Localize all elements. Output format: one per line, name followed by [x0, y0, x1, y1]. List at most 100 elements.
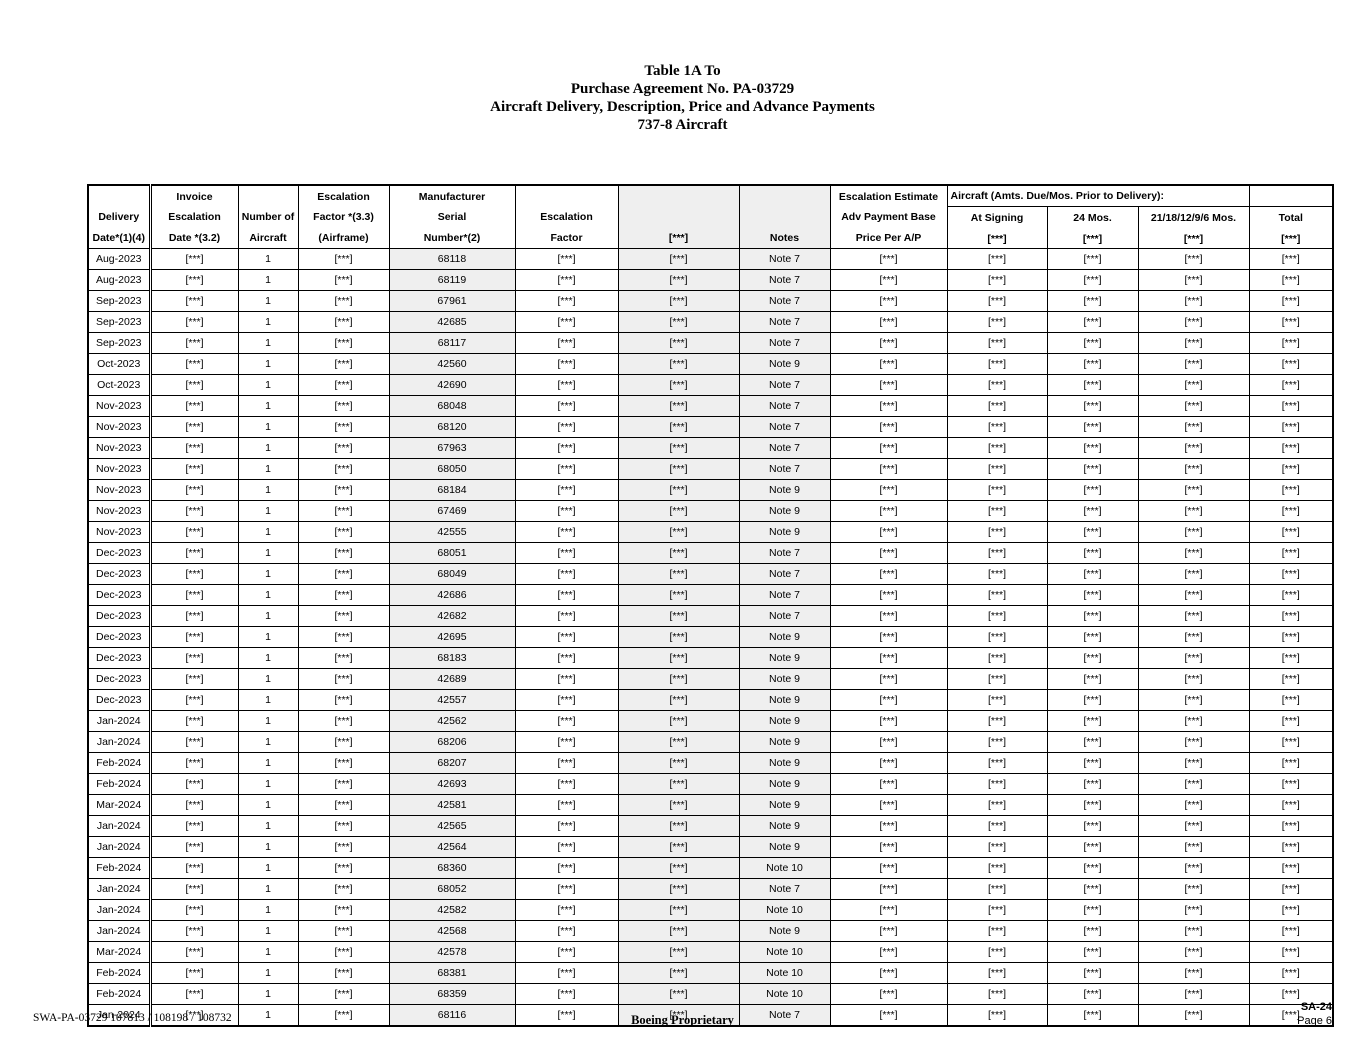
- cell-escalation-factor-airframe: [***]: [297, 710, 390, 732]
- cell-number-of-aircraft: 1: [237, 521, 299, 543]
- cell-at-signing: [***]: [946, 647, 1048, 669]
- cell-invoice-escalation-date: [***]: [149, 983, 239, 1005]
- cell-adv-payment-base-price: [***]: [829, 290, 948, 312]
- cell-escalation-factor: [***]: [514, 626, 619, 648]
- cell-21-18-12-9-6-mos: [***]: [1137, 626, 1250, 648]
- cell-manufacturer-serial-number: 68207: [388, 752, 516, 774]
- cell-total: [***]: [1248, 500, 1334, 522]
- cell-at-signing: [***]: [946, 983, 1048, 1005]
- cell-delivery-date: Oct-2023: [87, 353, 152, 375]
- cell-escalation-factor-airframe: [***]: [297, 311, 390, 333]
- cell-notes: Note 7: [738, 542, 831, 564]
- cell-24-mos: [***]: [1046, 605, 1139, 627]
- col-header-21-18-12-9-6-mos: 21/18/12/9/6 Mos. [***]: [1137, 206, 1250, 249]
- cell-delivery-date: Dec-2023: [87, 647, 152, 669]
- cell-invoice-escalation-date: [***]: [149, 563, 239, 585]
- cell-invoice-escalation-date: [***]: [149, 542, 239, 564]
- cell-escalation-factor: [***]: [514, 584, 619, 606]
- cell-24-mos: [***]: [1046, 710, 1139, 732]
- cell-escalation-factor: [***]: [514, 437, 619, 459]
- cell-delivery-date: Mar-2024: [87, 794, 152, 816]
- cell-notes: Note 10: [738, 899, 831, 921]
- cell-manufacturer-serial-number: 42693: [388, 773, 516, 795]
- table-row: Dec-2023 [***] 1 [***] 68183 [***] [***] Note 9…: [87, 647, 1334, 669]
- cell-delivery-date: Sep-2023: [87, 290, 152, 312]
- cell-adv-payment-base-price: [***]: [829, 962, 948, 984]
- cell-escalation-factor-airframe: [***]: [297, 458, 390, 480]
- cell-adv-payment-base-price: [***]: [829, 731, 948, 753]
- cell-at-signing: [***]: [946, 290, 1048, 312]
- cell-24-mos: [***]: [1046, 332, 1139, 354]
- cell-manufacturer-serial-number: 68120: [388, 416, 516, 438]
- cell-total: [***]: [1248, 521, 1334, 543]
- col-header-delivery-date: Delivery Date*(1)(4): [87, 184, 152, 249]
- cell-number-of-aircraft: 1: [237, 794, 299, 816]
- cell-at-signing: [***]: [946, 437, 1048, 459]
- cell-invoice-escalation-date: [***]: [149, 332, 239, 354]
- table-row: Feb-2024 [***] 1 [***] 68207 [***] [***] Note 9…: [87, 752, 1334, 774]
- table-row: Nov-2023 [***] 1 [***] 67469 [***] [***] Note 9…: [87, 500, 1334, 522]
- cell-adv-payment-base-price: [***]: [829, 479, 948, 501]
- cell-at-signing: [***]: [946, 920, 1048, 942]
- cell-delivery-date: Sep-2023: [87, 332, 152, 354]
- table-row: Aug-2023 [***] 1 [***] 68119 [***] [***] Note 7…: [87, 269, 1334, 291]
- cell-escalation-factor: [***]: [514, 710, 619, 732]
- cell-adv-payment-base-price: [***]: [829, 710, 948, 732]
- cell-redacted: [***]: [617, 500, 740, 522]
- cell-notes: Note 7: [738, 563, 831, 585]
- cell-escalation-factor-airframe: [***]: [297, 479, 390, 501]
- cell-24-mos: [***]: [1046, 920, 1139, 942]
- cell-escalation-factor-airframe: [***]: [297, 269, 390, 291]
- table-row: Oct-2023 [***] 1 [***] 42560 [***] [***] Note 9…: [87, 353, 1334, 375]
- cell-number-of-aircraft: 1: [237, 437, 299, 459]
- cell-21-18-12-9-6-mos: [***]: [1137, 563, 1250, 585]
- cell-notes: Note 9: [738, 647, 831, 669]
- cell-invoice-escalation-date: [***]: [149, 1004, 239, 1027]
- cell-24-mos: [***]: [1046, 815, 1139, 837]
- cell-delivery-date: Aug-2023: [87, 269, 152, 291]
- cell-total: [***]: [1248, 290, 1334, 312]
- cell-number-of-aircraft: 1: [237, 941, 299, 963]
- cell-adv-payment-base-price: [***]: [829, 395, 948, 417]
- cell-total: [***]: [1248, 479, 1334, 501]
- cell-manufacturer-serial-number: 68116: [388, 1004, 516, 1027]
- cell-invoice-escalation-date: [***]: [149, 311, 239, 333]
- cell-at-signing: [***]: [946, 941, 1048, 963]
- cell-redacted: [***]: [617, 647, 740, 669]
- cell-21-18-12-9-6-mos: [***]: [1137, 311, 1250, 333]
- cell-total: [***]: [1248, 416, 1334, 438]
- cell-at-signing: [***]: [946, 1004, 1048, 1027]
- title-line-1: Table 1A To: [644, 63, 721, 79]
- cell-number-of-aircraft: 1: [237, 710, 299, 732]
- table-row: Jan-2024 [***] 1 [***] 42562 [***] [***] Note 9…: [87, 710, 1334, 732]
- cell-24-mos: [***]: [1046, 962, 1139, 984]
- cell-at-signing: [***]: [946, 269, 1048, 291]
- cell-delivery-date: Feb-2024: [87, 962, 152, 984]
- table-row: Nov-2023 [***] 1 [***] 67963 [***] [***] Note 7…: [87, 437, 1334, 459]
- cell-adv-payment-base-price: [***]: [829, 920, 948, 942]
- cell-number-of-aircraft: 1: [237, 815, 299, 837]
- cell-invoice-escalation-date: [***]: [149, 584, 239, 606]
- cell-adv-payment-base-price: [***]: [829, 269, 948, 291]
- table-row: Nov-2023 [***] 1 [***] 68048 [***] [***] Note 7…: [87, 395, 1334, 417]
- cell-24-mos: [***]: [1046, 416, 1139, 438]
- cell-delivery-date: Jan-2024: [87, 815, 152, 837]
- cell-delivery-date: Dec-2023: [87, 626, 152, 648]
- cell-21-18-12-9-6-mos: [***]: [1137, 710, 1250, 732]
- cell-total: [***]: [1248, 563, 1334, 585]
- cell-at-signing: [***]: [946, 584, 1048, 606]
- cell-at-signing: [***]: [946, 521, 1048, 543]
- aircraft-delivery-table: Delivery Date*(1)(4) Invoice Escalation …: [87, 184, 1334, 1027]
- cell-manufacturer-serial-number: 68052: [388, 878, 516, 900]
- cell-redacted: [***]: [617, 332, 740, 354]
- cell-number-of-aircraft: 1: [237, 668, 299, 690]
- cell-number-of-aircraft: 1: [237, 542, 299, 564]
- table-row: Nov-2023 [***] 1 [***] 42555 [***] [***] Note 9…: [87, 521, 1334, 543]
- cell-escalation-factor-airframe: [***]: [297, 542, 390, 564]
- cell-notes: Note 10: [738, 962, 831, 984]
- cell-number-of-aircraft: 1: [237, 920, 299, 942]
- cell-redacted: [***]: [617, 962, 740, 984]
- cell-delivery-date: Nov-2023: [87, 437, 152, 459]
- cell-24-mos: [***]: [1046, 1004, 1139, 1027]
- cell-21-18-12-9-6-mos: [***]: [1137, 941, 1250, 963]
